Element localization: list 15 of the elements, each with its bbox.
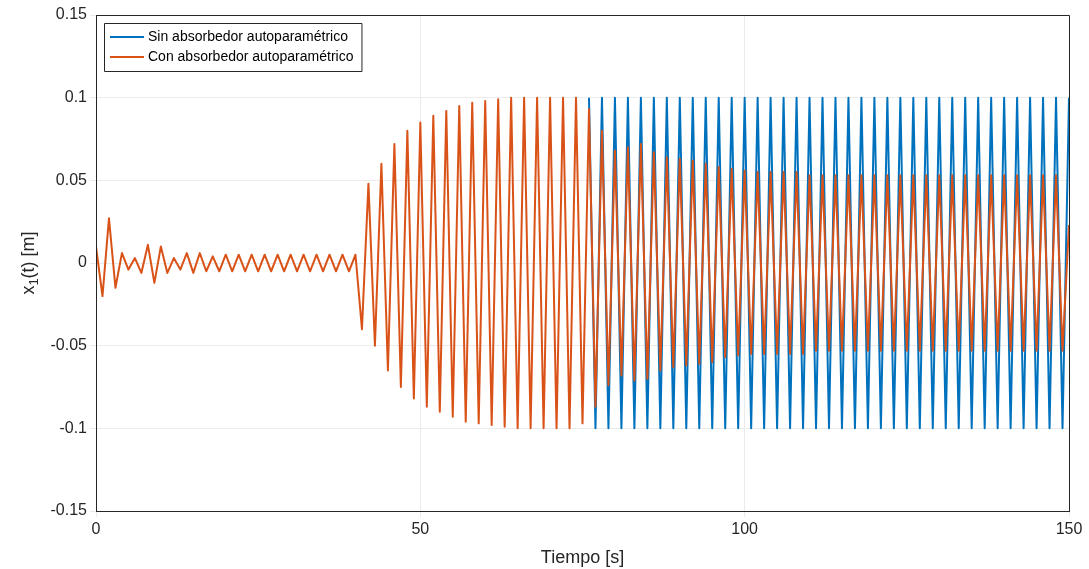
x-tick-label: 100	[731, 520, 759, 538]
y-tick-label: 0.05	[55, 170, 88, 188]
x-tick-label: 50	[411, 520, 430, 538]
y-tick-label: -0.15	[50, 501, 88, 519]
legend-label: Sin absorbedor autoparamétrico	[148, 27, 349, 44]
x-axis-title: Tiempo [s]	[540, 547, 625, 568]
y-tick-label: 0	[78, 253, 88, 271]
legend-label: Con absorbedor autoparamétrico	[148, 47, 354, 64]
y-tick-label: 0.1	[64, 88, 88, 106]
y-tick-label: 0.15	[55, 5, 88, 23]
y-tick-label: -0.1	[59, 418, 88, 436]
y-tick-label: -0.05	[50, 336, 88, 354]
x-tick-label: 150	[1055, 520, 1083, 538]
y-axis-title: x1(t) [m]	[18, 231, 41, 295]
x-tick-label: 0	[91, 520, 101, 538]
